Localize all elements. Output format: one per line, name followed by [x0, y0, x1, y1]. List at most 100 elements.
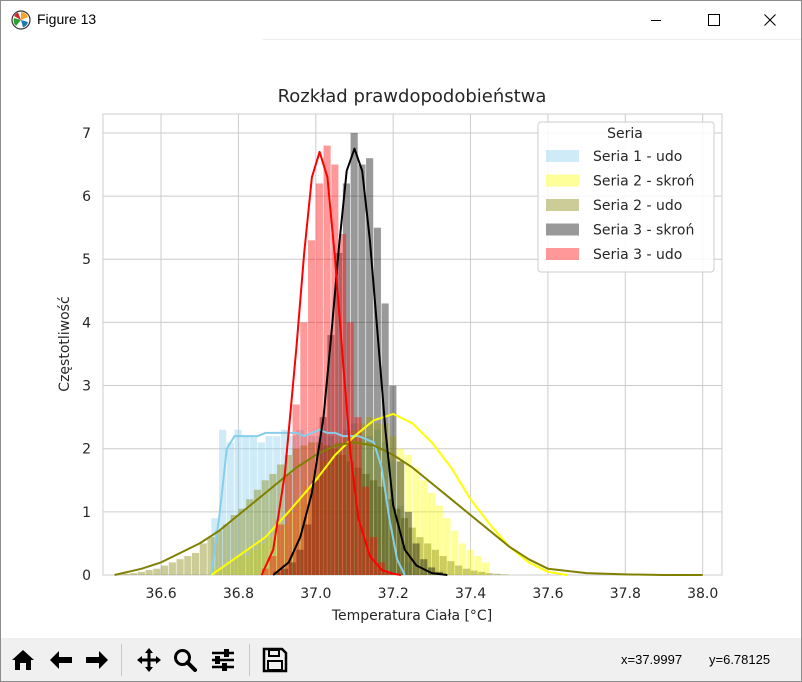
- y-tick-labels: 0 1 2 3 4 5 6 7: [82, 126, 91, 584]
- histogram-bar: [207, 537, 215, 575]
- histogram-bar: [257, 543, 265, 575]
- toolbar-separator: [121, 644, 122, 676]
- minimize-button[interactable]: [633, 1, 679, 39]
- histogram-bar: [257, 442, 265, 575]
- histogram-bar: [273, 436, 281, 575]
- histogram-bar: [292, 404, 300, 575]
- histogram-bar: [300, 322, 308, 575]
- histogram-bar: [427, 492, 436, 575]
- histogram-bar: [122, 573, 130, 575]
- histogram-bar: [191, 552, 200, 575]
- histogram-bar: [335, 252, 343, 575]
- title-bar: Figure 13: [1, 1, 801, 39]
- histogram-bar: [277, 524, 285, 575]
- figure-canvas[interactable]: Rozkład prawdopodobieństwa 36.6 36.8 37.0 3…: [1, 40, 801, 638]
- histogram-bar: [408, 527, 416, 575]
- histogram-bar: [404, 455, 412, 575]
- histogram-bar: [431, 549, 439, 575]
- histogram-bar: [366, 436, 374, 575]
- histogram-bar: [439, 556, 447, 575]
- cursor-y-readout: y=6.78125: [709, 652, 771, 667]
- histogram-bar: [362, 486, 370, 575]
- histogram-bar: [242, 436, 250, 575]
- histogram-bar: [199, 543, 207, 575]
- matplotlib-logo-icon: [11, 10, 31, 30]
- histogram-bar: [234, 429, 242, 575]
- histogram-bar: [362, 473, 370, 575]
- histogram-bar: [342, 429, 350, 575]
- histogram-bar: [288, 562, 296, 575]
- legend-title: Seria: [607, 126, 643, 142]
- configure-subplots-button[interactable]: [207, 644, 239, 676]
- histogram-bar: [389, 385, 397, 575]
- histogram-bar: [470, 570, 478, 575]
- histogram-bar: [420, 559, 428, 575]
- histogram-bar: [250, 436, 258, 575]
- legend-swatch: [546, 199, 579, 211]
- histogram-bar: [358, 164, 366, 575]
- legend-swatch: [546, 248, 579, 260]
- histogram-bars: [122, 132, 509, 576]
- histogram-bar: [265, 537, 273, 575]
- histogram-bar: [335, 442, 343, 575]
- histogram-bar: [381, 442, 389, 575]
- histogram-bar: [416, 537, 424, 575]
- configure-subplots-icon: [212, 649, 234, 671]
- save-button[interactable]: [259, 644, 291, 676]
- histogram-bar: [350, 423, 358, 575]
- histogram-bar: [369, 480, 378, 575]
- zoom-button[interactable]: [169, 644, 201, 676]
- x-tick-labels: 36.6 36.8 37.0 37.2 37.4 37.6 37.8 38.0: [145, 586, 718, 602]
- forward-button[interactable]: [81, 644, 113, 676]
- y-tick-label: 6: [82, 189, 91, 205]
- home-button[interactable]: [7, 644, 39, 676]
- histogram-bar: [455, 565, 463, 575]
- maximize-button[interactable]: [691, 1, 737, 39]
- histogram-bar: [482, 562, 490, 575]
- x-tick-label: 37.8: [610, 586, 641, 602]
- forward-arrow-icon: [86, 651, 108, 669]
- histogram-bar: [273, 530, 281, 575]
- histogram-bar: [280, 429, 289, 575]
- histogram-bar: [250, 549, 258, 575]
- toolbar-separator: [249, 644, 250, 676]
- histogram-bar: [261, 568, 269, 575]
- histogram-bar: [269, 473, 277, 575]
- histogram-bar: [369, 537, 378, 575]
- pan-button[interactable]: [133, 644, 165, 676]
- histogram-bar: [319, 417, 327, 575]
- series-seria-2-skron-bars: [211, 417, 490, 575]
- histogram-bar: [230, 515, 238, 575]
- histogram-bar: [397, 505, 405, 575]
- histogram-bar: [327, 335, 335, 575]
- histogram-bar: [354, 467, 362, 575]
- histogram-bar: [246, 499, 254, 575]
- histogram-chart: Rozkład prawdopodobieństwa 36.6 36.8 37.0 3…: [57, 86, 723, 624]
- histogram-bar: [319, 429, 327, 575]
- close-button[interactable]: [747, 1, 793, 39]
- histogram-bar: [366, 417, 374, 575]
- histogram-bar: [219, 429, 227, 575]
- histogram-bar: [501, 574, 509, 575]
- histogram-bar: [323, 445, 331, 575]
- histogram-bar: [462, 568, 470, 575]
- histogram-bar: [381, 303, 389, 575]
- x-tick-label: 38.0: [687, 586, 718, 602]
- back-button[interactable]: [45, 644, 77, 676]
- histogram-bar: [397, 461, 405, 575]
- histogram-bar: [308, 442, 316, 575]
- histogram-bar: [327, 448, 335, 575]
- histogram-bar: [424, 543, 432, 575]
- legend-swatch: [546, 223, 579, 236]
- y-tick-label: 2: [82, 442, 91, 458]
- histogram-bar: [273, 571, 281, 575]
- histogram-bar: [280, 524, 289, 575]
- histogram-bar: [288, 436, 296, 575]
- histogram-bar: [443, 518, 451, 575]
- x-tick-label: 36.6: [145, 586, 176, 602]
- histogram-bar: [478, 571, 486, 575]
- histogram-bar: [389, 461, 397, 575]
- histogram-bar: [420, 480, 428, 575]
- close-icon: [764, 14, 776, 26]
- histogram-bar: [373, 423, 381, 575]
